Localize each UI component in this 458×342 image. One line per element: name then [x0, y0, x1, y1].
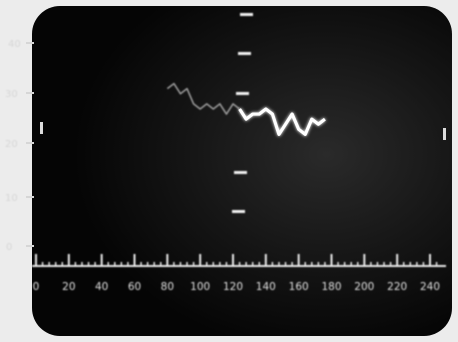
x-tick-label: 80 — [161, 281, 174, 293]
trace-bright-segment — [238, 107, 326, 136]
left-edge-marker — [40, 122, 43, 134]
x-tick-label: 240 — [420, 281, 440, 293]
right-edge-marker — [443, 128, 446, 140]
y-tick-label: 30 — [5, 89, 18, 100]
x-tick-label: 200 — [354, 281, 374, 293]
x-tick-label: 140 — [256, 281, 276, 293]
x-tick-label: 160 — [289, 281, 309, 293]
x-tick-label: 120 — [223, 281, 243, 293]
x-tick-label: 0 — [33, 281, 40, 293]
x-tick-label: 220 — [387, 281, 407, 293]
x-tick-label: 180 — [321, 281, 341, 293]
x-tick-label: 40 — [95, 281, 108, 293]
time-axis-graticule — [32, 254, 446, 267]
x-tick-label: 60 — [128, 281, 141, 293]
waveform-trace — [166, 82, 326, 136]
y-tick-label: 0 — [6, 242, 12, 253]
x-tick-label: 20 — [62, 281, 75, 293]
trace-dim-segment — [166, 82, 241, 115]
y-tick-label: 20 — [5, 139, 18, 150]
center-markers — [232, 13, 253, 213]
x-tick-label: 100 — [190, 281, 210, 293]
y-tick-label: 10 — [5, 193, 18, 204]
y-tick-label: 40 — [8, 39, 21, 50]
